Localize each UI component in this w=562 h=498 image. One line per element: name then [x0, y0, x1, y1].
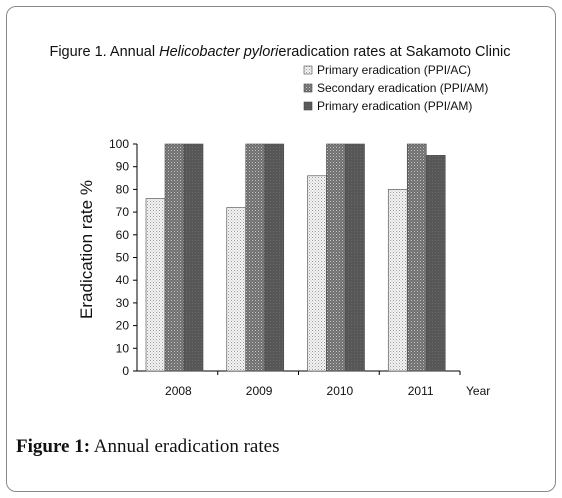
- y-tick-label: 10: [116, 341, 130, 355]
- bar-2010-series-2: [326, 143, 346, 372]
- bar-2008-series-3: [183, 143, 204, 372]
- title-suffix: eradication rates at Sakamoto Clinic: [278, 44, 511, 60]
- title-prefix: Figure 1. Annual: [49, 44, 156, 60]
- caption-text: Annual eradication rates: [93, 436, 280, 457]
- bars: [145, 143, 446, 372]
- x-axis-label: Year: [466, 384, 490, 398]
- legend-label-1: Primary eradication (PPI/AC): [317, 63, 471, 77]
- legend-swatch-2: [303, 83, 313, 93]
- y-tick-label: 60: [116, 228, 130, 242]
- legend-label-2: Secondary eradication (PPI/AM): [317, 81, 488, 95]
- legend-swatch-1: [303, 65, 313, 75]
- x-tick-label: 2008: [165, 384, 192, 398]
- bar-2008-series-2: [164, 143, 185, 372]
- y-axis-label: Eradication rate %: [77, 180, 96, 319]
- caption-label: Figure 1:: [16, 436, 91, 457]
- legend-label-3: Primary eradication (PPI/AM): [317, 99, 472, 113]
- y-tick-label: 40: [116, 273, 130, 287]
- chart-title: Figure 1. Annual Helicobacter pylorierad…: [6, 44, 554, 60]
- y-tick-label: 90: [116, 160, 130, 174]
- axis-labels: 0 10 20 30 40 50 60 70 80 90 100 2008 2009 2010 2011 Ye…: [77, 137, 490, 398]
- y-tick-label: 50: [116, 251, 130, 265]
- figure-caption: Figure 1: Annual eradication rates: [16, 436, 279, 458]
- bar-2009-series-2: [245, 143, 266, 372]
- bar-2010-series-3: [345, 143, 365, 372]
- bar-2009-series-1: [226, 207, 247, 372]
- legend-swatch-3: [303, 101, 313, 111]
- title-italic: Helicobacter pylori: [159, 44, 279, 60]
- y-tick-label: 30: [116, 296, 130, 310]
- bar-2008-series-1: [145, 198, 166, 372]
- y-tick-label: 100: [109, 137, 129, 151]
- legend: Primary eradication (PPI/AC) Secondary er…: [303, 63, 488, 113]
- bar-2011-series-2: [406, 143, 427, 372]
- x-tick-label: 2010: [327, 384, 354, 398]
- bar-2011-series-1: [387, 189, 408, 372]
- bar-2010-series-1: [307, 175, 327, 372]
- bar-2009-series-3: [264, 143, 285, 372]
- y-tick-label: 20: [116, 319, 130, 333]
- y-tick-label: 80: [116, 182, 130, 196]
- y-tick-label: 0: [122, 364, 129, 378]
- bar-2011-series-3: [425, 155, 446, 372]
- x-tick-label: 2009: [246, 384, 273, 398]
- x-tick-label: 2011: [408, 384, 434, 398]
- y-tick-label: 70: [116, 205, 130, 219]
